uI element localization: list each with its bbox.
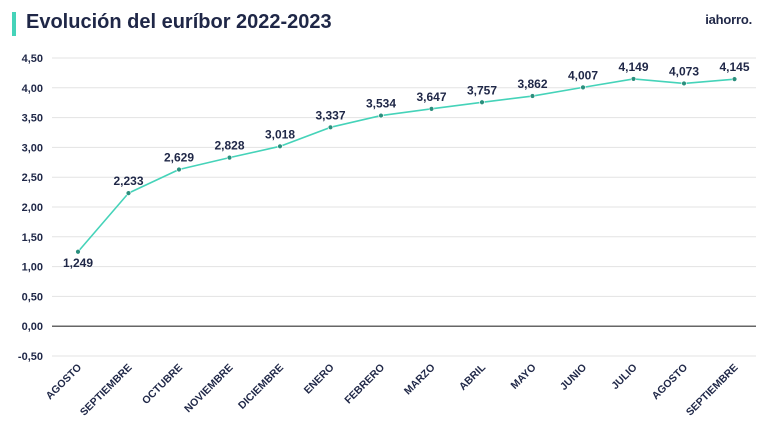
data-label: 3,018 xyxy=(265,127,295,141)
data-label: 2,828 xyxy=(214,139,244,153)
data-label: 2,629 xyxy=(164,151,194,165)
data-point xyxy=(681,80,687,87)
x-tick-label: NOVIEMBRE xyxy=(182,362,235,415)
title-accent-bar xyxy=(12,12,16,36)
y-tick-label: 0,00 xyxy=(22,321,43,333)
data-label: 3,757 xyxy=(467,83,497,97)
data-point xyxy=(529,93,536,99)
x-tick-label: MAYO xyxy=(509,362,539,392)
data-label: 4,149 xyxy=(618,60,648,74)
data-label: 1,249 xyxy=(63,256,93,270)
euribor-series-line xyxy=(77,78,735,253)
x-tick-label: AGOSTO xyxy=(650,362,691,403)
x-tick-label: DICIEMBRE xyxy=(236,362,286,412)
y-tick-label: -0,50 xyxy=(18,351,43,363)
y-tick-label: 3,00 xyxy=(22,142,43,154)
data-point xyxy=(75,249,81,255)
data-point xyxy=(327,124,334,131)
y-tick-label: 3,50 xyxy=(22,113,43,125)
x-tick-label: OCTUBRE xyxy=(140,362,185,407)
data-labels: 1,249 2,233 2,629 2,828 3,018 3,337 3,534 3,647… xyxy=(63,60,750,270)
y-tick-label: 2,00 xyxy=(22,202,43,214)
x-tick-label: JUNIO xyxy=(558,362,589,393)
y-tick-label: 4,00 xyxy=(22,83,43,95)
data-label: 3,337 xyxy=(315,108,345,122)
x-tick-label: ABRIL xyxy=(457,361,489,393)
data-point xyxy=(378,112,384,119)
x-tick-label: MARZO xyxy=(402,362,438,398)
data-point xyxy=(226,154,233,161)
series-markers xyxy=(75,76,738,255)
y-tick-label: 2,50 xyxy=(22,172,43,184)
page-title: Evolución del euríbor 2022-2023 xyxy=(26,11,332,33)
x-tick-label: SEPTIEMBRE xyxy=(684,362,741,419)
x-tick-label: AGOSTO xyxy=(44,362,85,403)
data-label: 4,145 xyxy=(719,60,749,74)
y-tick-label: 4,50 xyxy=(22,53,43,65)
y-axis-tick-labels: 4,50 4,00 3,50 3,00 2,50 2,00 1,50 1,00 0,50 0,00… xyxy=(18,53,43,363)
data-label: 3,534 xyxy=(366,97,396,111)
data-point xyxy=(731,76,738,82)
data-point xyxy=(479,99,485,105)
x-tick-label: ENERO xyxy=(302,362,337,397)
data-point xyxy=(125,190,132,196)
data-label: 4,007 xyxy=(568,68,598,82)
data-label: 3,862 xyxy=(517,77,547,91)
data-label: 4,073 xyxy=(669,64,699,78)
data-point xyxy=(277,143,283,150)
series-line xyxy=(77,78,735,253)
y-tick-label: 1,50 xyxy=(22,232,43,244)
x-tick-label: JULIO xyxy=(609,362,639,392)
data-point xyxy=(428,106,435,112)
data-point xyxy=(580,84,586,91)
x-tick-label: SEPTIEMBRE xyxy=(78,362,135,419)
data-label: 2,233 xyxy=(113,174,143,188)
brand-logo: iahorro. xyxy=(705,12,752,27)
y-tick-label: 1,00 xyxy=(22,262,43,274)
x-tick-label: FEBRERO xyxy=(342,362,387,407)
y-tick-label: 0,50 xyxy=(22,291,43,303)
data-point xyxy=(176,166,182,173)
grid-lines xyxy=(52,57,756,357)
data-point xyxy=(630,76,637,82)
data-label: 3,647 xyxy=(416,90,446,104)
